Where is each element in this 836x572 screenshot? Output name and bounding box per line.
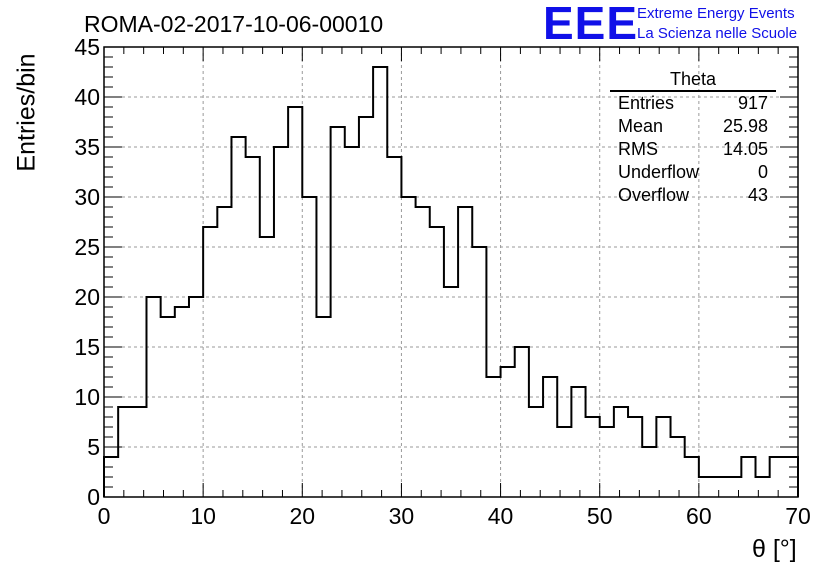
- histogram-bin: [387, 157, 401, 497]
- stats-title: Theta: [610, 70, 776, 92]
- histogram-bin: [557, 427, 571, 497]
- histogram-bin: [345, 147, 359, 497]
- x-tick-label: 0: [98, 503, 111, 529]
- tick-labels: 0 10 20 30 40 50 60 70 0 5 10 15 20 25 30 35 40 45: [74, 34, 810, 529]
- histogram-bin: [175, 307, 189, 497]
- histogram-bin: [713, 477, 727, 497]
- histogram-bin: [600, 427, 614, 497]
- histogram-bin: [288, 107, 302, 497]
- eee-logo: EEE: [543, 0, 639, 49]
- histogram-bin: [642, 447, 656, 497]
- histogram-bin: [316, 317, 330, 497]
- x-tick-label: 40: [488, 503, 514, 529]
- histogram-bin: [132, 407, 146, 497]
- histogram-bin: [727, 477, 741, 497]
- histogram-bin: [656, 417, 670, 497]
- logo-line-1: Extreme Energy Events: [637, 5, 795, 22]
- histogram-bin: [444, 287, 458, 497]
- y-tick-label: 0: [87, 484, 100, 510]
- y-tick-label: 10: [74, 384, 100, 410]
- eee-logo-text: Extreme Energy Events La Scienza nelle S…: [637, 4, 797, 44]
- x-tick-label: 70: [785, 503, 811, 529]
- histogram-bin: [274, 147, 288, 497]
- histogram-bin: [359, 117, 373, 497]
- histogram-bin: [515, 347, 529, 497]
- stats-label: Mean: [618, 116, 664, 136]
- stats-row-overflow: Overflow 43: [610, 184, 776, 207]
- y-tick-label: 5: [87, 434, 100, 460]
- grid-lines: [104, 47, 798, 497]
- x-tick-label: 30: [389, 503, 415, 529]
- logo-line-2: La Scienza nelle Scuole: [637, 25, 798, 42]
- stats-value: 14.05: [722, 139, 768, 159]
- histogram-bin: [331, 127, 345, 497]
- x-tick-label: 50: [587, 503, 613, 529]
- histogram-bin: [486, 377, 500, 497]
- histogram-bin: [246, 157, 260, 497]
- y-tick-label: 25: [74, 234, 100, 260]
- histogram-bin: [501, 367, 515, 497]
- stats-row-mean: Mean 25.98: [610, 115, 776, 138]
- histogram-bars: [103, 66, 799, 497]
- y-tick-label: 20: [74, 284, 100, 310]
- chart-title: ROMA-02-2017-10-06-00010: [84, 11, 384, 37]
- plot-frame: [103, 46, 799, 498]
- x-tick-label: 20: [289, 503, 315, 529]
- histogram-bin: [231, 137, 245, 497]
- histogram-bin: [685, 457, 699, 497]
- x-tick-label: 60: [686, 503, 712, 529]
- stats-value: 43: [747, 185, 768, 205]
- histogram-bin: [571, 387, 585, 497]
- histogram-bin: [628, 417, 642, 497]
- x-axis-label: θ [°]: [752, 535, 797, 563]
- y-tick-label: 45: [74, 34, 100, 60]
- x-tick-label: 10: [190, 503, 216, 529]
- histogram-bin: [430, 227, 444, 497]
- histogram-bin: [416, 207, 430, 497]
- stats-label: Overflow: [618, 185, 690, 205]
- histogram-bin: [756, 477, 770, 497]
- histogram-bin: [586, 417, 600, 497]
- y-tick-label: 15: [74, 334, 100, 360]
- y-tick-label: 35: [74, 134, 100, 160]
- histogram-bin: [543, 377, 557, 497]
- histogram-bin: [203, 227, 217, 497]
- stats-row-entries: Entries 917: [610, 92, 776, 115]
- histogram-bin: [671, 437, 685, 497]
- stats-label: Underflow: [618, 162, 700, 182]
- histogram-bin: [458, 207, 472, 497]
- stats-value: 25.98: [722, 116, 768, 136]
- histogram-bin: [217, 207, 231, 497]
- histogram-bin: [770, 457, 784, 497]
- histogram-bin: [529, 407, 543, 497]
- stats-row-rms: RMS 14.05: [610, 138, 776, 161]
- stats-value: 0: [757, 162, 768, 182]
- stats-row-underflow: Underflow 0: [610, 161, 776, 184]
- stats-label: RMS: [618, 139, 658, 159]
- stats-value: 917: [737, 93, 768, 113]
- y-axis-label: Entries/bin: [12, 53, 41, 172]
- stats-box: Theta Entries 917 Mean 25.98 RMS 14.05 U…: [610, 70, 776, 207]
- histogram-bin: [260, 237, 274, 497]
- histogram-bin: [699, 477, 713, 497]
- histogram-outline: [103, 66, 799, 497]
- stats-label: Entries: [618, 93, 675, 113]
- histogram-bin: [614, 407, 628, 497]
- y-tick-label: 40: [74, 84, 100, 110]
- histogram-bin: [472, 247, 486, 497]
- histogram-bin: [161, 317, 175, 497]
- y-tick-label: 30: [74, 184, 100, 210]
- axis-ticks: [103, 46, 799, 498]
- histogram-bin: [118, 407, 132, 497]
- histogram-bin: [741, 457, 755, 497]
- histogram-bin: [401, 197, 415, 497]
- histogram-bin: [373, 67, 387, 497]
